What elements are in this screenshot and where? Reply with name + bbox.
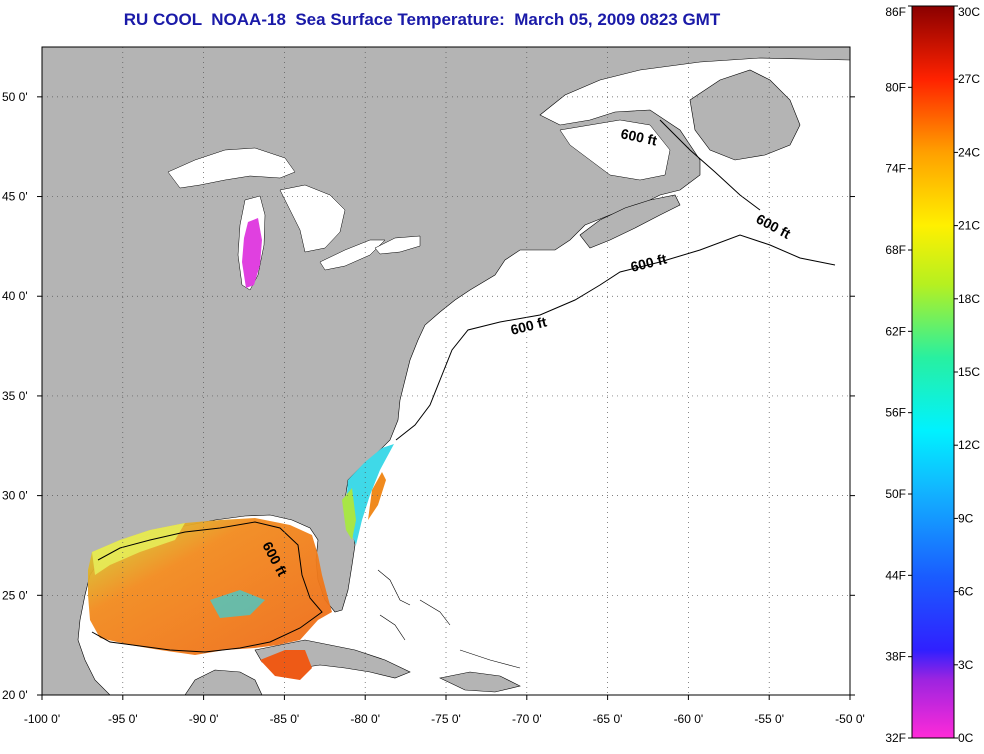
lon-tick-label: -65 0' [593, 712, 623, 726]
contour-label-laurentian: 600 ft [619, 125, 658, 148]
lon-tick-label: -85 0' [270, 712, 300, 726]
isobath-labrador [659, 119, 761, 211]
lon-tick-label: -100 0' [24, 712, 60, 726]
colorbar-f-label: 86F [885, 5, 906, 19]
colorbar-celsius-labels: 0C 3C 6C 9C 12C 15C 18C 21C 24C 27C 30C [954, 5, 980, 745]
lat-tick-label: 20 0' [2, 688, 28, 702]
isobath-atlantic [395, 234, 836, 441]
colorbar-c-label: 6C [958, 585, 974, 599]
colorbar-f-label: 68F [885, 243, 906, 257]
colorbar-c-label: 0C [958, 731, 974, 745]
lat-tick-label: 50 0' [2, 90, 28, 104]
colorbar-f-label: 32F [885, 731, 906, 745]
lat-tick-label: 30 0' [2, 489, 28, 503]
land-nova-scotia [579, 194, 681, 249]
lon-tick-label: -70 0' [512, 712, 542, 726]
gulf-st-lawrence [559, 119, 671, 181]
land-hispaniola [439, 671, 521, 693]
land-yucatan [184, 669, 263, 695]
colorbar-f-label: 50F [885, 487, 906, 501]
lake-superior [167, 147, 296, 189]
lon-tick-label: -50 0' [835, 712, 865, 726]
latitude-axis: 20 0' 25 0' 30 0' 35 0' 40 0' 45 0' 50 0' [2, 90, 855, 702]
lat-tick-label: 35 0' [2, 389, 28, 403]
colorbar-c-label: 24C [958, 145, 980, 159]
colorbar-c-label: 9C [958, 511, 974, 525]
longitude-axis: -100 0' -95 0' -90 0' -85 0' -80 0' -75 0' -70… [24, 695, 865, 726]
sst-atlantic-green [342, 488, 356, 540]
sst-atlantic-coast [346, 444, 394, 545]
sst-gulf-stream [368, 472, 386, 520]
colorbar-c-label: 30C [958, 5, 980, 19]
sst-gulf-mexico [88, 518, 332, 655]
colorbar-f-label: 74F [885, 162, 906, 176]
colorbar-f-label: 44F [885, 568, 906, 582]
colorbar-f-label: 80F [885, 80, 906, 94]
colorbar-c-label: 18C [958, 292, 980, 306]
colorbar-f-label: 62F [885, 324, 906, 338]
land-newfoundland [689, 69, 801, 161]
lat-tick-label: 25 0' [2, 588, 28, 602]
colorbar-c-label: 27C [958, 72, 980, 86]
map-title: RU COOL NOAA-18 Sea Surface Temperature:… [123, 10, 721, 29]
lat-lon-grid [42, 47, 850, 695]
lon-tick-label: -90 0' [189, 712, 219, 726]
colorbar-c-label: 3C [958, 658, 974, 672]
colorbar-f-label: 56F [885, 406, 906, 420]
lon-tick-label: -75 0' [431, 712, 461, 726]
lake-huron [279, 184, 346, 253]
lat-tick-label: 45 0' [2, 190, 28, 204]
isobath-gulf [91, 521, 323, 653]
lake-ontario [374, 235, 421, 255]
colorbar-c-label: 15C [958, 365, 980, 379]
colorbar-c-label: 21C [958, 219, 980, 233]
lon-tick-label: -80 0' [350, 712, 380, 726]
lon-tick-label: -95 0' [108, 712, 138, 726]
colorbar-c-label: 12C [958, 438, 980, 452]
sst-gulf-cool-band [92, 523, 185, 575]
colorbar-f-label: 38F [885, 650, 906, 664]
colorbar [911, 5, 955, 739]
sst-gulf-cyan-streak [210, 590, 265, 618]
lake-sst-patch [242, 218, 262, 288]
colorbar-fahrenheit-labels: 32F 38F 44F 50F 56F 62F 68F 74F 80F 86F [885, 5, 912, 745]
lon-tick-label: -55 0' [754, 712, 784, 726]
sst-florida-straits [260, 650, 312, 680]
lat-tick-label: 40 0' [2, 289, 28, 303]
land-bahamas [377, 569, 521, 669]
lon-tick-label: -60 0' [674, 712, 704, 726]
